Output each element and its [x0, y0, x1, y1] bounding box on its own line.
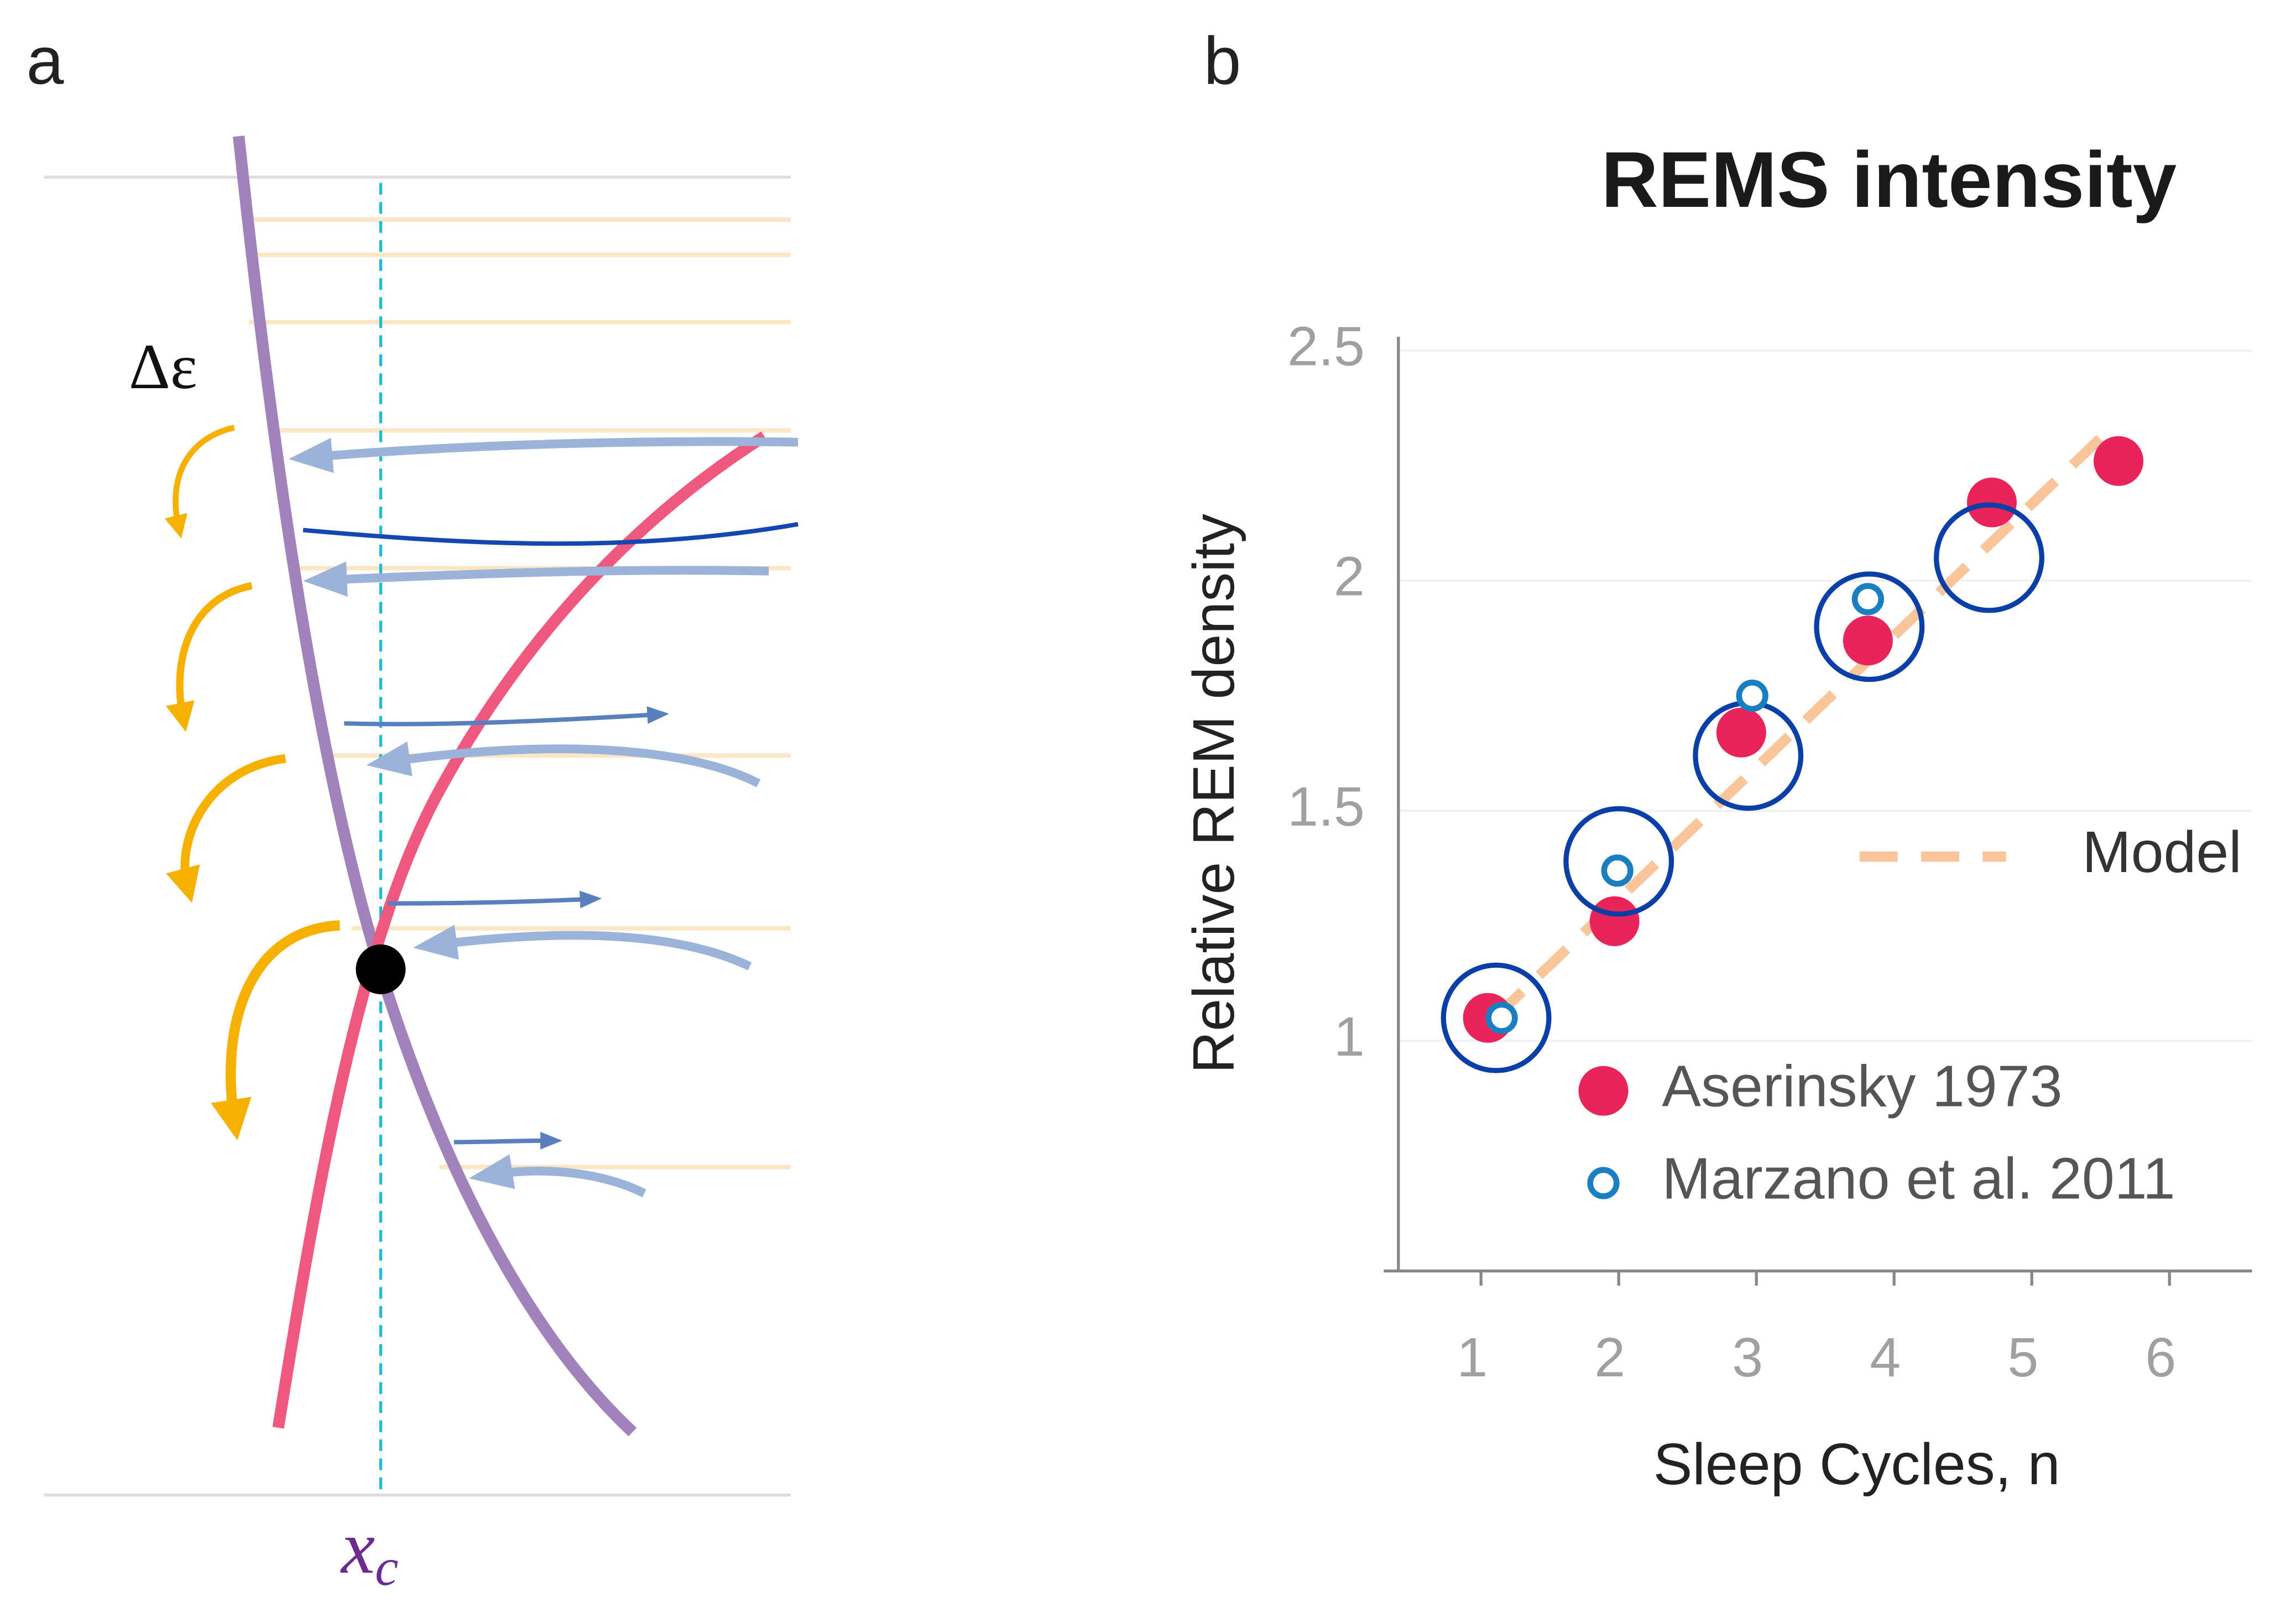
- curve-pink: [272, 431, 768, 1429]
- panel-a: a Δε: [27, 23, 799, 1596]
- point: [1589, 896, 1640, 946]
- levels: [249, 217, 791, 1170]
- y-tick-label: 2.5: [1287, 316, 1365, 378]
- point: [1843, 615, 1893, 666]
- xc-main: x: [340, 1505, 375, 1589]
- y-tick-label: 1: [1334, 1006, 1365, 1068]
- x-axis-label: Sleep Cycles, n: [1653, 1432, 2060, 1497]
- curve-purple: [233, 135, 637, 1437]
- legend-swatch: [1587, 1167, 1620, 1199]
- x-tick-label: 3: [1732, 1327, 1763, 1389]
- chart-title: REMS intensity: [1601, 136, 2177, 224]
- y-tick-label: 2: [1334, 546, 1365, 608]
- xc-sub: c: [375, 1538, 398, 1596]
- model-line: [1491, 434, 2105, 1022]
- point: [1601, 854, 1634, 887]
- arrows-right: [344, 706, 670, 1150]
- legend-swatch: [1578, 1066, 1629, 1116]
- arrows-left: [288, 437, 799, 1198]
- x-tick-label: 4: [1870, 1327, 1901, 1389]
- point: [2094, 436, 2144, 486]
- point: [1934, 502, 2044, 613]
- legend-label: Aserinsky 1973: [1662, 1054, 2062, 1119]
- point: [1716, 707, 1766, 758]
- legend-label: Marzano et al. 2011: [1662, 1146, 2175, 1212]
- point: [1441, 962, 1552, 1073]
- delta-label: Δε: [129, 331, 197, 403]
- panel-label: a: [27, 23, 64, 98]
- panel-label: b: [1204, 23, 1241, 98]
- point: [1851, 583, 1884, 615]
- point: [1966, 477, 2017, 528]
- point: [1736, 680, 1768, 712]
- xc-label: xc: [340, 1505, 398, 1596]
- x-tick-label: 5: [2007, 1327, 2038, 1389]
- crossing-point: [356, 944, 406, 994]
- point: [1814, 571, 1925, 682]
- point: [1563, 806, 1674, 917]
- curve-blue: [302, 522, 799, 546]
- arrows-orange: [164, 425, 340, 1141]
- x-tick-label: 1: [1457, 1327, 1488, 1389]
- point: [1485, 1001, 1518, 1034]
- y-axis-label: Relative REM density: [1181, 514, 1246, 1073]
- legend-label: Model: [2082, 820, 2241, 885]
- y-tick-label: 1.5: [1287, 776, 1365, 838]
- x-tick-label: 2: [1594, 1327, 1625, 1389]
- x-tick-label: 6: [2145, 1327, 2176, 1389]
